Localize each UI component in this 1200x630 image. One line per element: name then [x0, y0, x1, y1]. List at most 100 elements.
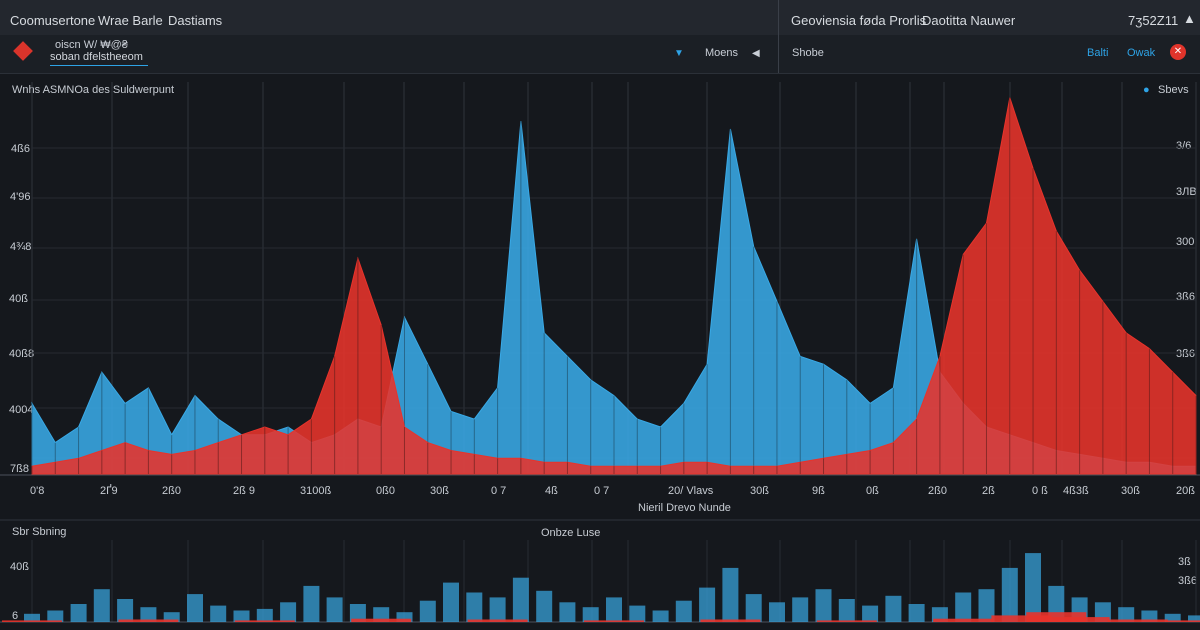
- x-tick: 2Ґ9: [100, 485, 118, 497]
- x-tick: 2ß: [982, 485, 995, 497]
- x-tick: 0 ß: [1032, 485, 1048, 497]
- sub-bar-0: [233, 610, 250, 622]
- sub-bar-0: [862, 605, 879, 622]
- sub-bar-0: [24, 613, 40, 622]
- sub-bar-0: [955, 592, 972, 622]
- sub-bar-1: [467, 619, 528, 622]
- owak-button[interactable]: Owak: [1127, 47, 1156, 59]
- x-tick: 0ß: [866, 485, 879, 497]
- timestamp: 7ʒ52Z11: [1128, 13, 1179, 28]
- sub-bar-0: [419, 600, 436, 622]
- sub-bar-0: [606, 597, 622, 622]
- sub-bar-0: [396, 612, 413, 622]
- sub-bar-0: [699, 587, 716, 622]
- field-label: oiscn W/ ₩@₴: [55, 39, 128, 51]
- legend-dot-icon: ●: [1143, 84, 1150, 96]
- dropdown-label[interactable]: Moens: [705, 47, 739, 59]
- sub-y-tick-right: 3ß: [1178, 556, 1191, 568]
- sub-bar-0: [745, 594, 762, 622]
- x-tick: 2ß0: [928, 485, 947, 497]
- x-tick: 20ß: [1176, 485, 1195, 497]
- balti-button[interactable]: Balti: [1087, 47, 1109, 59]
- sub-bar-1: [2, 620, 62, 622]
- toolbar-right-label: Shobe: [792, 47, 824, 59]
- sub-bar-0: [1141, 610, 1158, 622]
- x-tick: 20/ Vlavs: [668, 485, 714, 497]
- sub-bar-0: [536, 590, 553, 622]
- sub-bar-0: [1164, 613, 1181, 622]
- caret-up-icon[interactable]: ▲: [1183, 11, 1196, 26]
- sub-bar-1: [584, 620, 644, 622]
- y-tick-right: 3ß6: [1176, 348, 1195, 360]
- source-input[interactable]: soban dfelstheeom: [50, 51, 148, 66]
- y-tick-left: 7ß8: [10, 463, 29, 475]
- x-tick: 4ß3ß: [1063, 485, 1089, 497]
- sub-y-tick-left: 6: [12, 610, 19, 622]
- menu-item-2[interactable]: Wrae Barle: [98, 13, 163, 28]
- top-menu-bar: Coomusertone Wrae Barle Dastiams Geovien…: [0, 0, 1200, 36]
- sub-bar-0: [559, 602, 576, 622]
- sub-bar-0: [931, 607, 948, 622]
- sub-y-tick-left: 40ß: [10, 561, 29, 573]
- sub-bar-0: [210, 605, 227, 622]
- chevron-down-icon[interactable]: ▼: [674, 48, 684, 59]
- sub-bar-0: [70, 604, 87, 622]
- sub-bar-1: [118, 619, 179, 622]
- sub-bar-1: [1107, 619, 1168, 622]
- x-tick: 4ß: [545, 485, 558, 497]
- y-tick-left: 4ß6: [11, 143, 30, 155]
- y-tick-left: 4¾8: [10, 241, 32, 253]
- sub-bar-0: [280, 602, 297, 622]
- y-tick-left: 4004: [9, 404, 34, 416]
- y-tick-right: 3/6: [1176, 140, 1192, 152]
- sub-bar-0: [187, 594, 203, 622]
- y-tick-left: 4'96: [10, 191, 31, 203]
- sub-y-tick-right: 3ß6: [1178, 575, 1197, 587]
- close-icon[interactable]: ✕: [1170, 44, 1186, 60]
- x-tick: 2ß 9: [233, 485, 256, 497]
- sub-bar-0: [466, 592, 483, 622]
- series-area-1: [31, 97, 1197, 475]
- sub-bar-0: [512, 577, 529, 622]
- sub-bar-0: [117, 599, 134, 622]
- sub-bar-0: [815, 589, 832, 622]
- sub-bar-0: [1118, 607, 1135, 622]
- y-tick-left: 40ß8: [9, 348, 35, 360]
- sub-bar-0: [1001, 567, 1018, 622]
- x-axis-title: Nieril Drevo Nunde: [638, 502, 731, 514]
- chevron-left-icon[interactable]: ◀: [752, 48, 760, 59]
- sub-bar-1: [700, 619, 761, 622]
- sub-bar-0: [349, 604, 366, 622]
- sub-bar-1: [1049, 617, 1110, 622]
- sub-bar-0: [675, 600, 692, 622]
- sub-bar-0: [1094, 602, 1111, 622]
- y-tick-right: 300: [1176, 236, 1195, 248]
- x-tick: 30ß: [430, 485, 449, 497]
- sub-bar-0: [838, 599, 855, 622]
- legend-label: Sbevs: [1158, 84, 1189, 96]
- menu-item-1[interactable]: Coomusertone: [10, 13, 96, 28]
- sub-bar-0: [978, 589, 995, 622]
- sub-bar-0: [629, 605, 646, 622]
- sub-bar-0: [582, 607, 599, 622]
- sub-bar-0: [722, 567, 739, 622]
- sub-bar-0: [373, 607, 390, 622]
- sub-bar-1: [351, 618, 412, 622]
- menu-item-right-2[interactable]: Daotitta Nauwer: [922, 13, 1016, 28]
- sub-bar-1: [1166, 620, 1200, 622]
- sub-bar-0: [792, 597, 809, 622]
- x-tick: 0 7: [491, 485, 507, 497]
- sub-bar-0: [489, 597, 506, 622]
- sub-bar-0: [443, 582, 459, 622]
- x-tick: 0ß0: [376, 485, 395, 497]
- menu-item-right-1[interactable]: Geoviensia føda Prorlis: [791, 13, 927, 28]
- menu-item-3[interactable]: Dastiams: [168, 13, 223, 28]
- sub-bar-1: [991, 615, 1052, 622]
- subchart-annotation: Onbze Luse: [541, 527, 601, 539]
- sub-bar-0: [652, 610, 669, 622]
- x-tick: 9ß: [812, 485, 825, 497]
- x-tick: 0'8: [30, 485, 45, 497]
- sub-bar-0: [1025, 553, 1041, 622]
- sub-bar-0: [163, 612, 180, 622]
